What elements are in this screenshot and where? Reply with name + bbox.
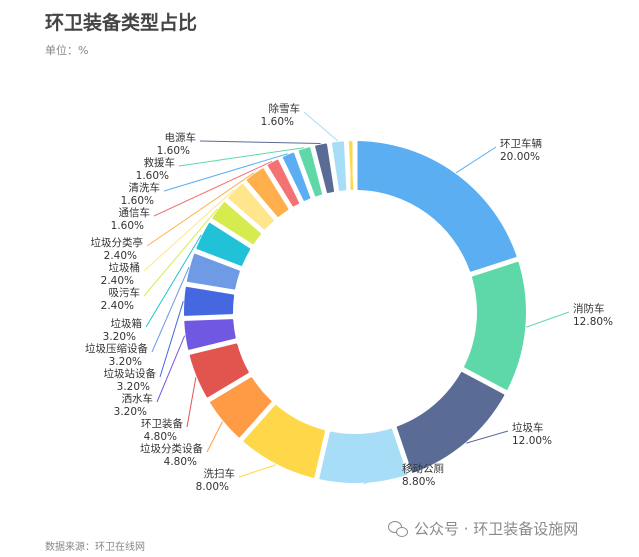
slice-11	[196, 222, 251, 266]
slice-name-label: 洗扫车	[204, 467, 236, 480]
slice-3	[396, 371, 505, 473]
slice-value-label: 2.40%	[101, 300, 134, 312]
leader-line-15	[153, 160, 273, 217]
slice-8	[184, 319, 236, 350]
slice-name-label: 洒水车	[122, 392, 154, 405]
leader-line-18	[199, 140, 321, 144]
slice-value-label: 4.80%	[164, 456, 197, 468]
leader-line-12	[143, 208, 218, 297]
slice-name-label: 救援车	[144, 156, 176, 169]
slice-value-label: 3.20%	[109, 356, 142, 368]
slice-name-label: 移动公厕	[402, 462, 444, 475]
slice-value-label: 1.60%	[111, 220, 144, 232]
slice-name-label: 垃圾桶	[109, 261, 141, 274]
leader-line-10	[151, 266, 190, 353]
slice-13	[228, 183, 274, 230]
slice-name-label: 电源车	[165, 131, 197, 144]
leader-line-6	[206, 421, 223, 453]
slice-12	[212, 202, 261, 245]
leader-line-2	[526, 311, 570, 328]
slice-2	[464, 261, 526, 390]
slice-name-label: 消防车	[573, 302, 605, 315]
data-source: 数据来源：环卫在线网	[45, 542, 145, 553]
leader-line-7	[186, 377, 197, 428]
slice-name-label: 垃圾压缩设备	[85, 342, 148, 355]
unit-label: 单位：%	[45, 44, 89, 57]
slice-9	[184, 286, 235, 316]
leader-line-11	[145, 234, 202, 328]
watermark-text: 公众号 · 环卫装备设施网	[414, 520, 579, 538]
slice-18	[315, 143, 335, 194]
slice-4	[319, 428, 408, 483]
slice-1	[357, 141, 517, 272]
leader-line-5	[238, 464, 277, 478]
leader-line-1	[455, 146, 497, 174]
slice-10	[186, 253, 240, 290]
slice-name-label: 环卫装备	[141, 417, 183, 430]
slice-value-label: 2.40%	[101, 275, 134, 287]
slice-17	[298, 147, 323, 197]
leader-line-3	[466, 430, 509, 444]
leader-line-4	[363, 471, 399, 485]
slice-value-label: 1.60%	[261, 116, 294, 128]
leader-line-19	[303, 111, 339, 142]
slice-name-label: 垃圾分类亭	[91, 236, 144, 249]
slice-6	[210, 377, 272, 438]
slice-value-label: 3.20%	[117, 381, 150, 393]
slice-value-label: 4.80%	[144, 431, 177, 443]
leader-line-13	[143, 189, 235, 272]
slice-20	[348, 141, 354, 191]
slice-value-label: 12.00%	[512, 435, 552, 447]
slice-value-label: 1.60%	[136, 170, 169, 182]
leader-line-8	[156, 335, 186, 403]
slice-name-label: 吸污车	[109, 286, 141, 299]
leader-line-17	[178, 147, 304, 167]
slice-name-label: 垃圾车	[512, 421, 544, 434]
slice-name-label: 除雪车	[269, 102, 301, 115]
slice-19	[331, 141, 347, 191]
leader-line-14	[146, 172, 255, 247]
slice-5	[243, 405, 326, 478]
slice-value-label: 1.60%	[121, 195, 154, 207]
leader-line-16	[163, 153, 288, 192]
slice-value-label: 12.80%	[573, 316, 613, 328]
slice-value-label: 1.60%	[157, 145, 190, 157]
slice-name-label: 清洗车	[129, 181, 161, 194]
slice-name-label: 垃圾分类设备	[140, 442, 203, 455]
slice-16	[282, 152, 311, 201]
slice-value-label: 3.20%	[103, 331, 136, 343]
slice-7	[189, 343, 249, 398]
slice-value-label: 8.00%	[196, 481, 229, 493]
watermark: 公众号 · 环卫装备设施网	[388, 518, 578, 539]
slice-name-label: 通信车	[119, 206, 151, 219]
slice-name-label: 垃圾站设备	[104, 367, 157, 380]
slice-value-label: 3.20%	[114, 406, 147, 418]
slice-value-label: 2.40%	[104, 250, 137, 262]
slice-value-label: 20.00%	[500, 151, 540, 163]
slice-14	[246, 168, 289, 217]
wechat-icon	[388, 520, 408, 537]
leader-line-9	[159, 301, 184, 378]
slice-name-label: 环卫车辆	[500, 137, 542, 150]
slice-value-label: 8.80%	[402, 476, 435, 488]
slice-name-label: 垃圾箱	[111, 317, 143, 330]
chart-title: 环卫装备类型占比	[45, 12, 198, 34]
slice-15	[267, 159, 300, 207]
